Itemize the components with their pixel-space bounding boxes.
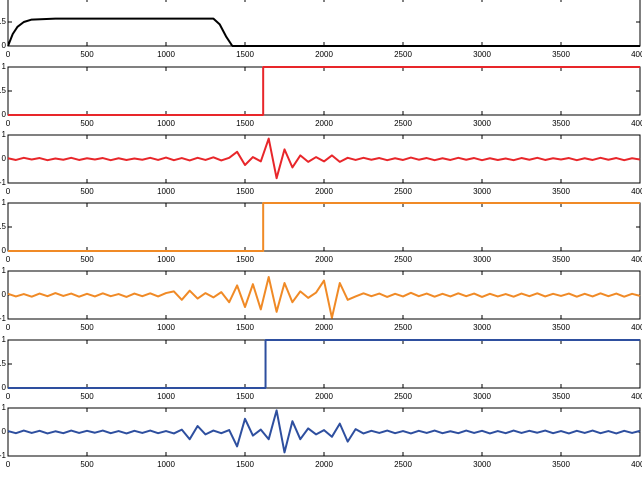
x-tick-label: 4000 xyxy=(631,460,642,469)
signal-line xyxy=(7,137,641,180)
x-tick-label: 3500 xyxy=(552,392,570,401)
y-tick-label: 1 xyxy=(2,0,7,2)
x-tick-label: 2000 xyxy=(315,255,333,264)
x-tick-label: 4000 xyxy=(631,119,642,128)
x-tick-label: 1500 xyxy=(236,323,254,332)
x-tick-label: 2500 xyxy=(394,460,412,469)
x-tick-label: 2000 xyxy=(315,50,333,59)
x-tick-label: 1500 xyxy=(236,392,254,401)
x-tick-label: 2500 xyxy=(394,323,412,332)
x-tick-label: 2000 xyxy=(315,119,333,128)
x-tick-label: 1500 xyxy=(236,119,254,128)
signal-line xyxy=(8,339,640,389)
axes-frame xyxy=(7,202,641,252)
x-tick-label: 1000 xyxy=(157,50,175,59)
signal-line xyxy=(7,276,641,319)
x-tick-label: 3000 xyxy=(473,255,491,264)
x-tick-label: 3500 xyxy=(552,323,570,332)
x-tick-label: 3000 xyxy=(473,323,491,332)
y-tick-label: 1 xyxy=(2,130,7,139)
x-tick-label: 3500 xyxy=(552,119,570,128)
x-tick-label: 1000 xyxy=(157,255,175,264)
signal-line xyxy=(8,66,640,116)
y-tick-label: 0 xyxy=(2,154,7,163)
x-tick-label: 0 xyxy=(6,187,11,196)
signal-line xyxy=(7,17,640,47)
x-tick-label: 0 xyxy=(6,119,11,128)
x-tick-label: 3500 xyxy=(552,50,570,59)
x-tick-label: 500 xyxy=(80,187,94,196)
x-tick-label: 500 xyxy=(80,392,94,401)
x-tick-label: 500 xyxy=(80,119,94,128)
x-tick-label: 1000 xyxy=(157,187,175,196)
axes-frame xyxy=(7,66,641,116)
x-tick-label: 1000 xyxy=(157,119,175,128)
signal-line xyxy=(8,202,640,252)
y-tick-label: -1 xyxy=(0,178,7,187)
x-tick-label: 1000 xyxy=(157,460,175,469)
y-tick-label: 0 xyxy=(2,290,7,299)
x-tick-label: 1000 xyxy=(157,392,175,401)
x-tick-label: 2000 xyxy=(315,323,333,332)
y-tick-label: 1 xyxy=(2,62,7,71)
y-tick-label: 1 xyxy=(2,198,7,207)
y-tick-label: 0.5 xyxy=(0,222,7,231)
x-tick-label: 2500 xyxy=(394,119,412,128)
y-tick-label: -1 xyxy=(0,314,7,323)
x-tick-label: 0 xyxy=(6,392,11,401)
x-tick-label: 500 xyxy=(80,323,94,332)
x-tick-label: 1500 xyxy=(236,187,254,196)
x-tick-label: 500 xyxy=(80,50,94,59)
x-tick-label: 3000 xyxy=(473,50,491,59)
x-tick-label: 3000 xyxy=(473,392,491,401)
x-tick-label: 2000 xyxy=(315,392,333,401)
x-tick-label: 3000 xyxy=(473,187,491,196)
y-tick-label: 0.5 xyxy=(0,359,7,368)
x-tick-label: 2500 xyxy=(394,392,412,401)
x-tick-label: 500 xyxy=(80,460,94,469)
x-tick-label: 3500 xyxy=(552,460,570,469)
axes-frame xyxy=(7,407,641,457)
y-tick-label: -1 xyxy=(0,451,7,460)
x-tick-label: 1000 xyxy=(157,323,175,332)
x-tick-label: 500 xyxy=(80,255,94,264)
axes-frame xyxy=(7,270,641,320)
y-tick-label: 1 xyxy=(2,403,7,412)
signal-line xyxy=(7,409,641,454)
y-tick-label: 1 xyxy=(2,266,7,275)
x-tick-label: 2500 xyxy=(394,255,412,264)
y-tick-label: 0.5 xyxy=(0,86,7,95)
x-tick-label: 4000 xyxy=(631,50,642,59)
x-tick-label: 4000 xyxy=(631,323,642,332)
y-tick-label: 1 xyxy=(2,335,7,344)
x-tick-label: 2000 xyxy=(315,187,333,196)
x-tick-label: 0 xyxy=(6,50,11,59)
x-tick-label: 3000 xyxy=(473,460,491,469)
x-tick-label: 3000 xyxy=(473,119,491,128)
x-tick-label: 4000 xyxy=(631,187,642,196)
x-tick-label: 4000 xyxy=(631,255,642,264)
x-tick-label: 0 xyxy=(6,255,11,264)
y-tick-label: 0 xyxy=(2,383,7,392)
axes-frame xyxy=(7,0,641,47)
x-tick-label: 1500 xyxy=(236,50,254,59)
y-tick-label: 0 xyxy=(2,246,7,255)
axes-frame xyxy=(7,339,641,389)
x-tick-label: 2500 xyxy=(394,187,412,196)
x-tick-label: 1500 xyxy=(236,255,254,264)
y-tick-label: 0 xyxy=(2,427,7,436)
x-tick-label: 2000 xyxy=(315,460,333,469)
x-tick-label: 3500 xyxy=(552,187,570,196)
y-tick-label: 0.5 xyxy=(0,17,7,26)
y-tick-label: 0 xyxy=(2,41,7,50)
y-tick-label: 0 xyxy=(2,110,7,119)
x-tick-label: 0 xyxy=(6,460,11,469)
x-tick-label: 0 xyxy=(6,323,11,332)
x-tick-label: 4000 xyxy=(631,392,642,401)
x-tick-label: 3500 xyxy=(552,255,570,264)
x-tick-label: 1500 xyxy=(236,460,254,469)
x-tick-label: 2500 xyxy=(394,50,412,59)
